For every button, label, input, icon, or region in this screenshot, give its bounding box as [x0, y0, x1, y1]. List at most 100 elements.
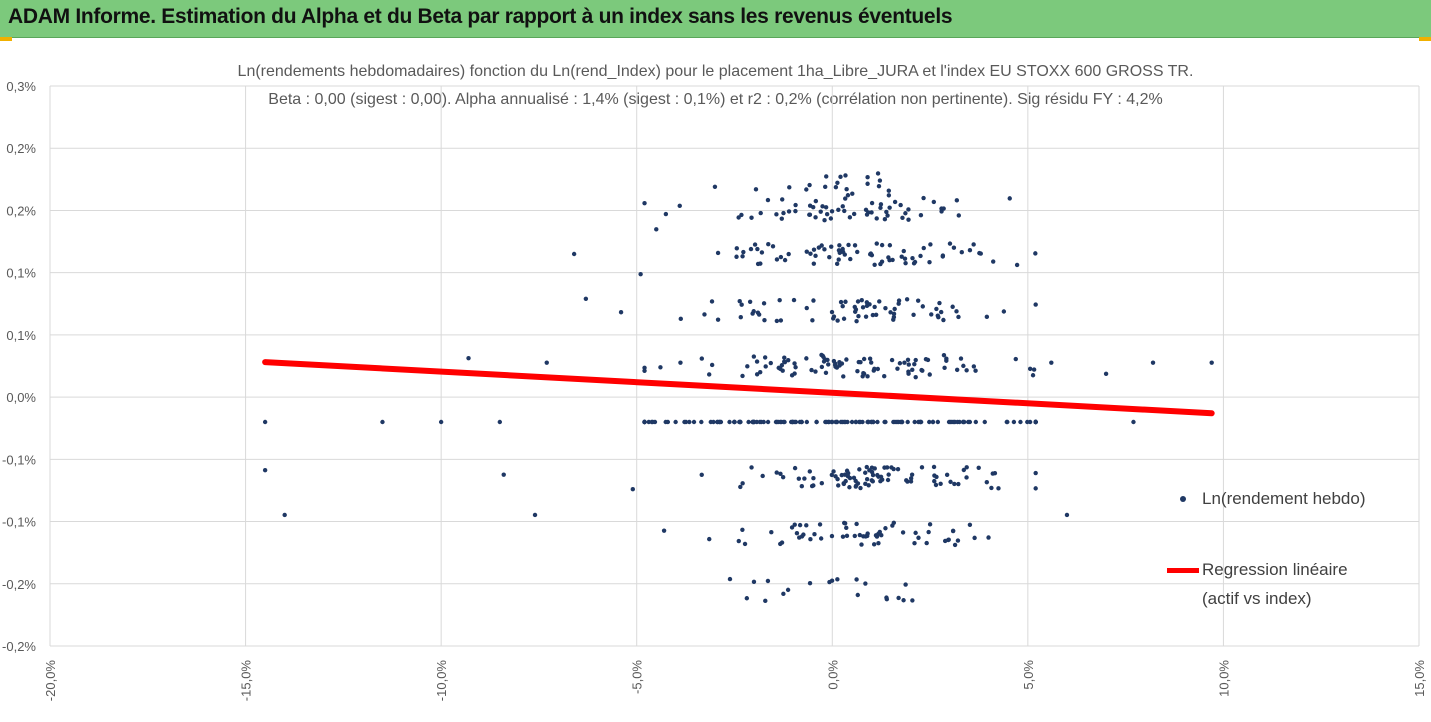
scatter-point — [665, 419, 671, 425]
scatter-point — [786, 357, 791, 363]
scatter-point — [780, 197, 785, 202]
scatter-point — [902, 256, 908, 261]
scatter-point — [768, 360, 773, 366]
scatter-point — [883, 305, 888, 311]
scatter-point — [909, 472, 915, 477]
scatter-point — [841, 374, 846, 379]
scatter-point — [867, 302, 872, 307]
scatter-point — [736, 215, 741, 220]
scatter-point — [630, 487, 636, 492]
scatter-point — [678, 316, 683, 322]
scatter-point — [759, 250, 765, 255]
scatter-point — [777, 297, 782, 303]
scatter-point — [882, 216, 888, 222]
scatter-point — [927, 259, 932, 265]
scatter-point — [962, 419, 967, 425]
scatter-point — [964, 368, 969, 373]
scatter-point — [673, 419, 678, 425]
scatter-point — [797, 522, 803, 528]
y-tick-label: 0,3% — [6, 79, 36, 94]
scatter-point — [844, 525, 849, 531]
scatter-point — [778, 541, 783, 547]
scatter-point — [876, 540, 881, 546]
scatter-point — [763, 598, 768, 604]
scatter-point — [782, 359, 788, 365]
scatter-point — [875, 472, 880, 478]
scatter-point — [762, 355, 768, 360]
scatter-point — [912, 361, 917, 367]
scatter-point — [950, 304, 955, 309]
scatter-point — [501, 472, 506, 477]
scatter-point — [789, 525, 795, 530]
scatter-point — [751, 309, 756, 314]
scatter-point — [869, 200, 875, 206]
scatter-point — [934, 306, 939, 312]
scatter-point — [835, 577, 840, 582]
corner-marker-right — [1419, 37, 1431, 41]
scatter-point — [835, 180, 840, 185]
scatter-point — [865, 374, 870, 379]
scatter-point — [794, 531, 800, 536]
scatter-point — [952, 481, 957, 487]
scatter-point — [836, 257, 841, 262]
scatter-point — [734, 246, 740, 251]
scatter-point — [871, 542, 877, 547]
scatter-point — [941, 206, 946, 211]
scatter-point — [769, 530, 774, 535]
scatter-point — [820, 204, 825, 209]
scatter-point — [956, 213, 961, 218]
scatter-point — [868, 251, 874, 256]
scatter-point — [879, 242, 885, 248]
scatter-point — [661, 528, 667, 533]
scatter-point — [911, 312, 916, 318]
scatter-point — [793, 365, 798, 370]
scatter-point — [778, 419, 783, 425]
scatter-point — [774, 470, 779, 475]
scatter-point — [840, 303, 845, 309]
scatter-point — [1025, 419, 1030, 425]
scatter-point — [904, 297, 910, 302]
scatter-point — [887, 205, 892, 210]
scatter-point — [903, 582, 908, 587]
x-tick-label: 10,0% — [1216, 660, 1231, 697]
scatter-point — [906, 217, 911, 222]
scatter-point — [933, 482, 939, 488]
x-tick-label: -15,0% — [239, 660, 254, 702]
scatter-point — [954, 198, 960, 203]
scatter-point — [920, 368, 925, 373]
scatter-point — [739, 212, 744, 218]
scatter-point — [912, 419, 917, 425]
scatter-point — [841, 520, 847, 526]
scatter-point — [967, 419, 973, 425]
scatter-point — [814, 419, 819, 425]
scatter-point — [902, 360, 907, 365]
scatter-point — [583, 296, 589, 301]
scatter-point — [765, 419, 771, 425]
scatter-point — [863, 581, 868, 586]
scatter-point — [683, 419, 689, 425]
scatter-point — [905, 419, 910, 425]
scatter-point — [840, 204, 845, 209]
scatter-point — [642, 419, 647, 425]
scatter-point — [874, 216, 879, 221]
scatter-point — [892, 306, 897, 312]
scatter-point — [913, 374, 918, 380]
scatter-point — [838, 299, 844, 305]
scatter-point — [804, 523, 809, 528]
scatter-point — [811, 247, 817, 252]
scatter-point — [989, 485, 994, 491]
scatter-point — [944, 356, 949, 361]
scatter-point — [846, 242, 851, 248]
scatter-point — [774, 318, 780, 324]
scatter-point — [262, 419, 268, 425]
scatter-point — [918, 212, 924, 218]
scatter-point — [778, 318, 784, 323]
scatter-point — [804, 419, 810, 425]
scatter-point — [938, 481, 943, 486]
x-tick-label: 5,0% — [1021, 660, 1036, 690]
scatter-point — [732, 419, 737, 425]
scatter-point — [759, 419, 764, 425]
scatter-point — [847, 215, 853, 220]
scatter-point — [793, 419, 799, 425]
scatter-point — [930, 419, 936, 425]
